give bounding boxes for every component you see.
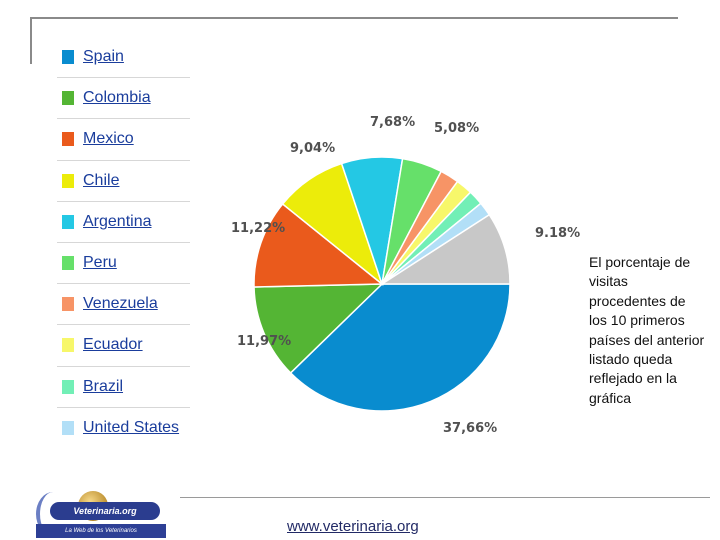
slice-percent-label: 7,68% xyxy=(370,115,415,130)
slice-percent-label: 11,97% xyxy=(237,334,291,349)
legend-label[interactable]: Venezuela xyxy=(83,295,158,313)
legend-label[interactable]: Brazil xyxy=(83,377,124,395)
legend-label[interactable]: Peru xyxy=(83,254,117,272)
legend-label[interactable]: Mexico xyxy=(83,130,134,148)
frame-left-line xyxy=(30,17,32,64)
legend-item[interactable]: Spain xyxy=(57,37,190,79)
pie-slice xyxy=(253,283,384,374)
pie-slice xyxy=(253,202,385,288)
logo-swoosh-icon xyxy=(36,492,70,536)
legend-item[interactable]: Mexico xyxy=(57,119,190,161)
legend-item[interactable]: Argentina xyxy=(57,202,190,243)
legend-label[interactable]: Colombia xyxy=(83,89,151,107)
legend-swatch xyxy=(62,421,74,436)
legend-item[interactable]: Chile xyxy=(57,161,190,202)
legend-item[interactable]: United States xyxy=(57,408,190,449)
legend-swatch xyxy=(62,214,74,229)
legend-item[interactable]: Ecuador xyxy=(57,325,190,367)
legend-swatch xyxy=(62,379,74,394)
legend-label[interactable]: Spain xyxy=(83,48,124,66)
legend-item[interactable]: Peru xyxy=(57,243,190,285)
legend-swatch xyxy=(62,132,74,147)
website-link[interactable]: www.veterinaria.org xyxy=(287,518,419,535)
slice-percent-label: 11,22% xyxy=(231,221,285,236)
legend-swatch xyxy=(62,256,74,271)
legend-item[interactable]: Venezuela xyxy=(57,284,190,326)
logo-tagline: La Web de los Veterinarios xyxy=(36,524,166,538)
legend-swatch xyxy=(62,297,74,312)
slice-percent-label: 9.18% xyxy=(535,226,580,241)
legend-swatch xyxy=(62,173,74,188)
legend-label[interactable]: Argentina xyxy=(83,212,152,230)
slice-percent-label: 5,08% xyxy=(434,121,479,136)
logo-name: Veterinaria.org xyxy=(50,502,160,520)
legend-swatch xyxy=(62,338,74,353)
legend-swatch xyxy=(62,50,74,65)
frame-bottom-line xyxy=(180,497,710,498)
slice-percent-label: 9,04% xyxy=(290,141,335,156)
legend-label[interactable]: Ecuador xyxy=(83,336,143,354)
legend-swatch xyxy=(62,91,74,106)
chart-legend: Spain Colombia Mexico Chile Argentina Peru Ven… xyxy=(57,37,190,449)
legend-label[interactable]: United States xyxy=(83,419,180,437)
legend-label[interactable]: Chile xyxy=(83,171,120,189)
legend-item[interactable]: Colombia xyxy=(57,78,190,120)
legend-item[interactable]: Brazil xyxy=(57,367,190,408)
frame-top-line xyxy=(30,17,678,19)
chart-note: El porcentaje de visitas procedentes de … xyxy=(589,254,705,406)
slice-percent-label: 37,66% xyxy=(443,421,497,436)
pie-slice xyxy=(379,213,511,285)
pie-slice xyxy=(289,283,511,412)
veterinaria-logo[interactable]: Veterinaria.org La Web de los Veterinari… xyxy=(36,487,166,540)
